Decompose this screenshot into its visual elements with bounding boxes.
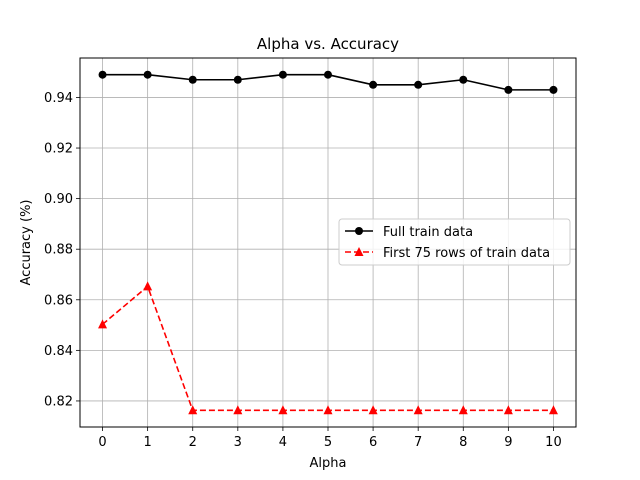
y-tick-label-1: 0.84 (44, 344, 73, 359)
legend-marker-full-train (355, 227, 363, 235)
data-point-1-10 (548, 405, 558, 415)
x-tick-label-2: 2 (189, 435, 197, 450)
x-tick-label-10: 10 (545, 435, 562, 450)
x-tick-label-8: 8 (459, 435, 467, 450)
chart-title: Alpha vs. Accuracy (257, 35, 399, 53)
y-tick-label-4: 0.90 (44, 192, 73, 207)
data-point-1-7 (413, 405, 423, 415)
x-tick-label-9: 9 (504, 435, 512, 450)
data-point-0-9 (504, 85, 513, 94)
data-point-0-10 (549, 85, 558, 94)
data-point-0-6 (369, 80, 378, 89)
x-tick-label-5: 5 (324, 435, 332, 450)
data-point-1-0 (98, 319, 108, 329)
y-tick-label-0: 0.82 (44, 394, 73, 409)
x-axis-label: Alpha (310, 456, 347, 471)
data-point-1-8 (458, 405, 468, 415)
data-point-0-8 (459, 75, 468, 84)
data-point-0-5 (324, 70, 332, 79)
data-point-1-2 (188, 405, 198, 415)
legend-label-full-train: Full train data (383, 225, 473, 240)
series-0 (98, 70, 558, 94)
y-tick-label-3: 0.88 (44, 243, 73, 258)
x-tick-label-7: 7 (414, 435, 422, 450)
data-point-0-2 (188, 75, 197, 84)
data-point-1-3 (233, 405, 243, 415)
data-point-1-4 (278, 405, 288, 415)
data-point-1-6 (368, 405, 378, 415)
tick-layer: 0 1 2 3 4 5 6 7 8 9 10 0.82 0.84 0.86 0.88 0.90 0.92 0.94 (44, 91, 562, 450)
data-point-1-5 (323, 405, 333, 415)
data-point-0-4 (278, 70, 287, 79)
series-layer (98, 70, 558, 415)
data-point-0-7 (414, 80, 423, 89)
x-tick-label-6: 6 (369, 435, 377, 450)
x-tick-label-4: 4 (279, 435, 287, 450)
y-axis-label: Accuracy (%) (19, 200, 34, 286)
data-point-0-0 (98, 70, 107, 79)
x-tick-label-3: 3 (234, 435, 242, 450)
data-point-1-1 (143, 281, 153, 291)
y-tick-label-5: 0.92 (44, 142, 73, 157)
y-tick-label-2: 0.86 (44, 293, 73, 308)
legend: Full train data First 75 rows of train d… (338, 218, 571, 266)
data-point-1-9 (503, 405, 513, 415)
data-point-0-3 (233, 75, 242, 84)
data-point-0-1 (143, 70, 152, 79)
x-tick-label-1: 1 (143, 435, 151, 450)
x-tick-label-0: 0 (98, 435, 106, 450)
legend-box (338, 218, 571, 266)
y-tick-label-6: 0.94 (44, 91, 73, 106)
legend-label-first-75: First 75 rows of train data (383, 246, 550, 261)
series-1 (98, 281, 558, 415)
legend-marker-first-75 (354, 247, 364, 256)
